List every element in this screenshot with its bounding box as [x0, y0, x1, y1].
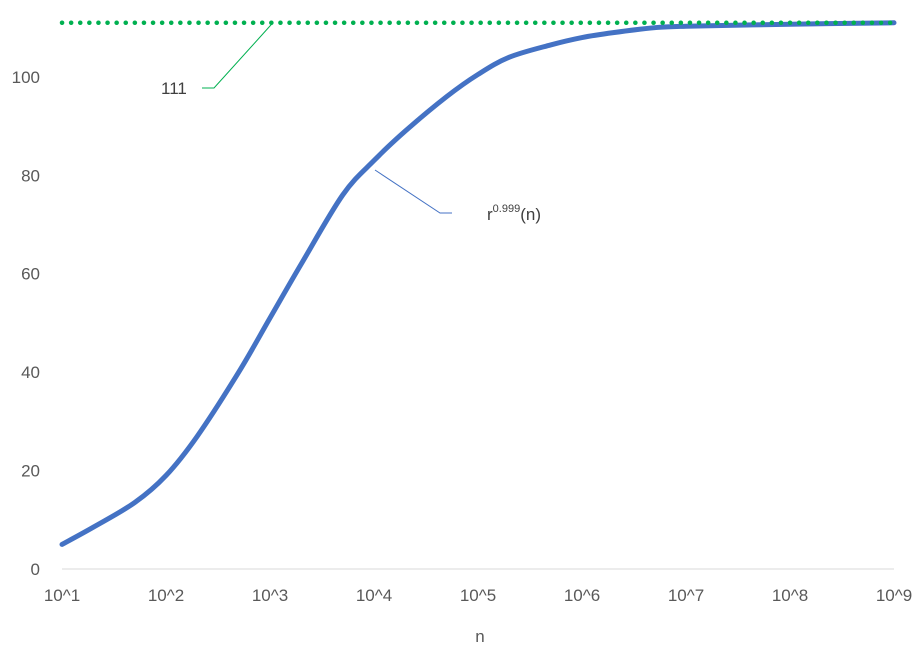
asymptote-label: 111 — [161, 79, 187, 98]
series-line-curve — [59, 20, 897, 547]
annotations: 111 r0.999(n) — [161, 23, 541, 224]
curve-label-superscript: 0.999 — [493, 203, 521, 215]
x-tick-label: 10^8 — [772, 586, 808, 605]
x-tick-label: 10^3 — [252, 586, 288, 605]
y-tick-label: 0 — [31, 560, 40, 579]
y-tick-label: 20 — [21, 462, 40, 481]
curve-label-suffix: (n) — [520, 205, 541, 224]
curve-label: r0.999(n) — [487, 203, 541, 224]
x-tick-label: 10^2 — [148, 586, 184, 605]
curve-label-base: r — [487, 205, 493, 224]
x-tick-label: 10^6 — [564, 586, 600, 605]
curve-leader-line — [374, 169, 452, 214]
y-tick-label: 60 — [21, 265, 40, 284]
y-tick-label: 100 — [12, 68, 40, 87]
x-tick-label: 10^9 — [876, 586, 912, 605]
y-tick-label: 40 — [21, 363, 40, 382]
y-tick-label: 80 — [21, 166, 40, 185]
x-tick-label: 10^7 — [668, 586, 704, 605]
x-tick-label: 10^4 — [356, 586, 392, 605]
asymptote-leader-line — [202, 23, 273, 89]
x-tick-label: 10^5 — [460, 586, 496, 605]
x-tick-label: 10^1 — [44, 586, 80, 605]
series-group — [59, 20, 897, 547]
axes: 10^1 10^2 10^3 10^4 10^5 10^6 10^7 10^8 10^9 0 20 4… — [12, 68, 913, 605]
x-axis-title: n — [475, 627, 484, 646]
